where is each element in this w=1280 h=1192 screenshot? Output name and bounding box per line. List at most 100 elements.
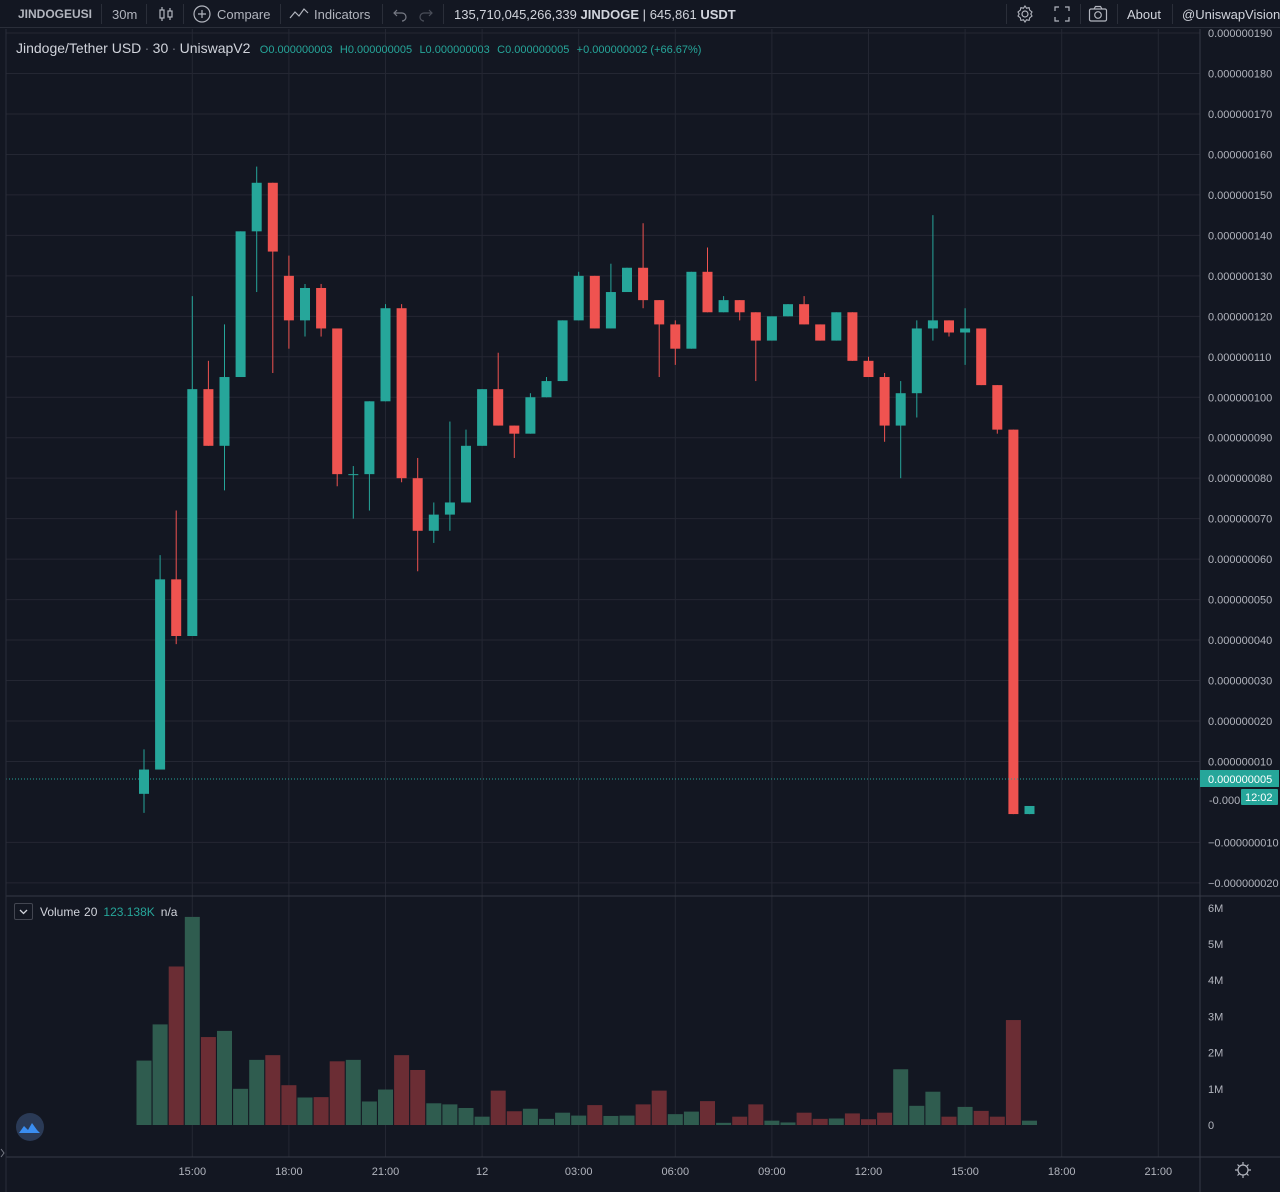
candle <box>316 283 327 337</box>
volume-bar <box>812 1118 828 1125</box>
price-tick-label: 0.000000150 <box>1208 190 1272 202</box>
interval-button[interactable]: 30m <box>112 0 137 28</box>
volume-bar <box>603 1115 619 1125</box>
redo-button[interactable] <box>418 0 434 28</box>
volume-bar <box>941 1116 957 1125</box>
volume-bar <box>989 1116 1005 1125</box>
collapse-volume-button[interactable] <box>14 903 33 920</box>
indicators-icon <box>289 6 309 22</box>
usdt-amount: 645,861 <box>649 6 697 22</box>
volume-bar <box>152 1024 168 1125</box>
indicators-button[interactable]: Indicators <box>289 0 370 28</box>
volume-bar <box>619 1115 635 1125</box>
candle-body <box>316 287 327 329</box>
volume-na: n/a <box>160 904 178 919</box>
candle <box>477 389 488 446</box>
chart-canvas[interactable]: 0.000000190 0.000000180 0.000000170 0.00000… <box>0 29 1280 1192</box>
candle-body <box>927 320 938 329</box>
price-axis[interactable]: 0.000000190 0.000000180 0.000000170 0.00000… <box>1208 29 1279 890</box>
candle <box>799 296 810 325</box>
volume-bar <box>796 1112 812 1125</box>
volume-bar <box>522 1108 538 1125</box>
main-legend: Jindoge/Tether USD · 30 · UniswapV2 O0.0… <box>16 40 701 56</box>
symbol-search[interactable]: JINDOGEUSI <box>18 0 92 28</box>
candle-body <box>477 389 488 446</box>
about-label: About <box>1127 6 1161 22</box>
handle-link[interactable]: @UniswapVision <box>1182 0 1280 28</box>
volume-tick-label: 3M <box>1208 1011 1223 1023</box>
volume-bar <box>667 1114 683 1125</box>
countdown-label: 12:02 <box>1245 792 1273 804</box>
volume-tick-label: 6M <box>1208 903 1223 915</box>
candle-body <box>139 769 149 794</box>
divider <box>1006 4 1007 24</box>
candle <box>171 510 182 645</box>
price-tick-label: 0.000000010 <box>1208 756 1272 768</box>
candle <box>493 352 504 426</box>
last-price-label: 0.000000005 <box>1208 774 1272 786</box>
settings-button[interactable] <box>1015 0 1035 28</box>
time-tick-label: 12:00 <box>855 1166 883 1178</box>
candle-body <box>364 401 375 475</box>
logo-button[interactable] <box>16 1113 44 1141</box>
time-axis[interactable]: 15:00 18:00 21:00 12 03:00 06:00 09:00 12:00 15:… <box>179 1166 1173 1178</box>
collapse-arrow-icon[interactable] <box>0 1148 5 1158</box>
volume-bar <box>249 1059 265 1125</box>
volume-bar <box>748 1104 764 1125</box>
price-tick-label: 0.000000110 <box>1208 352 1271 364</box>
compare-button[interactable]: Compare <box>193 0 270 28</box>
candle-body <box>750 312 761 341</box>
last-price-badge <box>1200 770 1279 787</box>
volume-bar <box>844 1113 860 1125</box>
volume-bar <box>957 1106 973 1125</box>
legend-low: L0.000000003 <box>419 44 490 56</box>
candle-body <box>267 182 278 252</box>
candle-body <box>863 360 874 378</box>
candle-body <box>605 292 616 329</box>
time-tick-label: 03:00 <box>565 1166 593 1178</box>
legend-high: H0.000000005 <box>339 44 413 56</box>
candle <box>219 324 230 491</box>
legend-open: O0.000000003 <box>259 44 333 56</box>
volume-bar <box>233 1088 249 1125</box>
candle <box>670 320 681 365</box>
about-link[interactable]: About <box>1127 0 1161 28</box>
candle <box>428 502 439 543</box>
volume-bar <box>313 1097 329 1125</box>
candle-body <box>702 271 713 313</box>
volume-bar <box>184 916 200 1125</box>
volume-bar <box>973 1110 989 1125</box>
candle-body <box>428 514 439 531</box>
divider <box>1172 4 1173 24</box>
volume-bar <box>361 1101 377 1125</box>
candle <box>187 296 198 637</box>
price-tick-label: −0.000000010 <box>1208 837 1279 849</box>
candle-body <box>155 579 166 770</box>
countdown-badge <box>1241 789 1278 805</box>
cloud-logo-icon <box>19 1123 40 1133</box>
price-tick-label: 0.000000100 <box>1208 392 1272 404</box>
volume-tick-label: 0 <box>1208 1120 1214 1132</box>
divider <box>382 4 383 24</box>
compare-label: Compare <box>217 6 271 22</box>
candle <box>380 304 391 402</box>
time-tick-label: 12 <box>476 1166 488 1178</box>
symbol-label: JINDOGEUSI <box>18 7 93 21</box>
candle-body <box>718 300 729 313</box>
candle-body <box>1008 429 1019 815</box>
chart-style-button[interactable] <box>158 0 174 28</box>
snapshot-button[interactable] <box>1088 0 1108 28</box>
fullscreen-button[interactable] <box>1053 0 1071 28</box>
candle <box>718 296 729 313</box>
undo-button[interactable] <box>392 0 408 28</box>
time-tick-label: 09:00 <box>758 1166 786 1178</box>
volume-bar <box>426 1103 442 1125</box>
settings-axis-button[interactable] <box>1235 1162 1251 1178</box>
candle <box>332 328 343 487</box>
candle-body <box>300 287 310 321</box>
candle-body <box>557 320 568 382</box>
volume-tick-label: 2M <box>1208 1048 1223 1060</box>
legend-exchange: UniswapV2 <box>179 40 251 56</box>
candle <box>251 166 262 293</box>
time-tick-label: 21:00 <box>1145 1166 1173 1178</box>
